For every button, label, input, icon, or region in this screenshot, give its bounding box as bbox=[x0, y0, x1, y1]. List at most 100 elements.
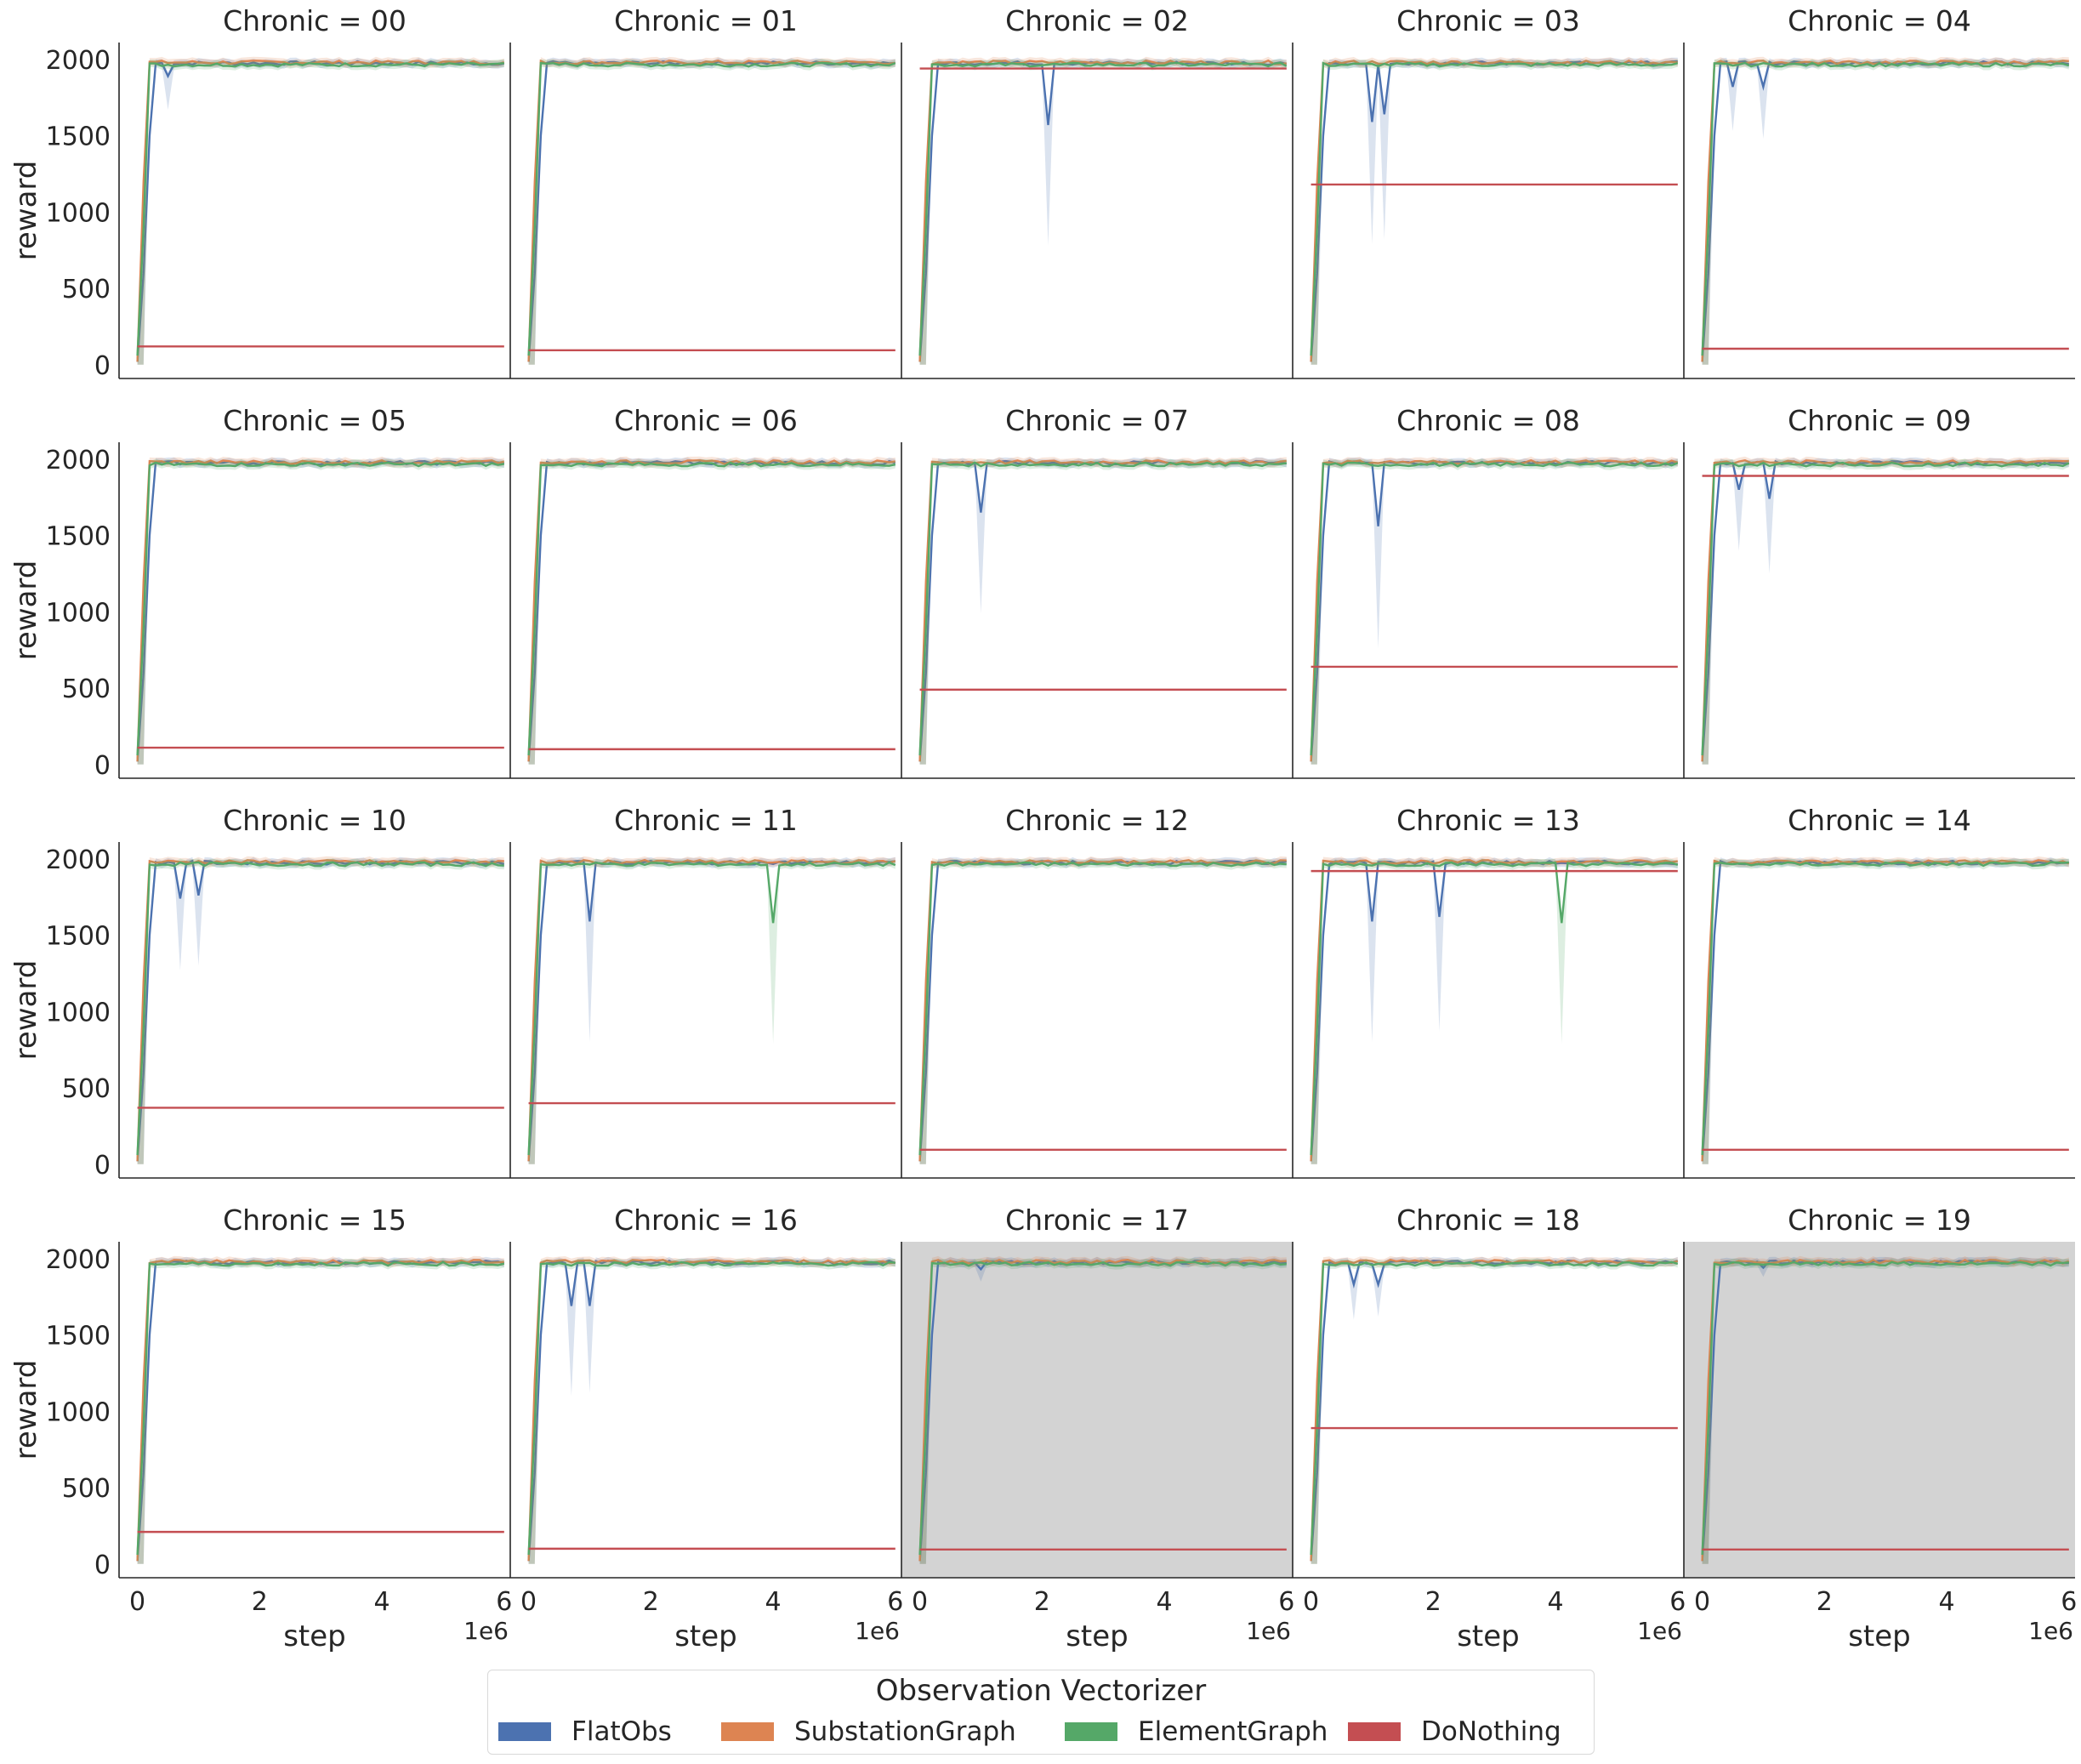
y-tick-label: 0 bbox=[94, 1151, 111, 1181]
band-flatobs bbox=[1702, 856, 2069, 1164]
band-flatobs bbox=[528, 1256, 896, 1564]
facet-highlight-bg bbox=[901, 1242, 1293, 1578]
line-flatobs bbox=[1701, 459, 2069, 762]
x-tick-label: 6 bbox=[2061, 1587, 2077, 1617]
band-flatobs bbox=[137, 57, 504, 365]
band-elementgraph bbox=[137, 458, 504, 765]
facet-chronic-18: Chronic = 18 0 2 4 6 step 1e6 bbox=[1292, 1204, 1686, 1653]
x-axis-label: step bbox=[1848, 1619, 1911, 1653]
y-tick-label: 1000 bbox=[46, 198, 111, 228]
band-elementgraph bbox=[528, 59, 896, 365]
line-elementgraph bbox=[1701, 461, 2070, 756]
band-elementgraph bbox=[1702, 858, 2069, 1164]
legend-label-donothing: DoNothing bbox=[1421, 1716, 1561, 1747]
legend-title: Observation Vectorizer bbox=[875, 1674, 1207, 1708]
x-tick-label: 0 bbox=[520, 1587, 537, 1617]
band-flatobs bbox=[919, 457, 1287, 765]
facet-title: Chronic = 11 bbox=[614, 804, 798, 837]
legend-item-donothing: DoNothing bbox=[1348, 1715, 1561, 1749]
x-tick-label: 2 bbox=[252, 1587, 268, 1617]
facet-title: Chronic = 13 bbox=[1396, 804, 1580, 837]
line-flatobs bbox=[1310, 859, 1678, 1162]
facet-chronic-05: Chronic = 05 0 500 1000 1500 2000 reward bbox=[9, 404, 510, 781]
band-substationgraph bbox=[1311, 456, 1678, 765]
y-tick-label: 500 bbox=[62, 1474, 111, 1504]
line-substationgraph bbox=[527, 858, 896, 1162]
band-substationgraph bbox=[528, 1255, 896, 1564]
facet-chronic-07: Chronic = 07 bbox=[901, 404, 1293, 779]
line-elementgraph bbox=[136, 1260, 505, 1556]
line-flatobs bbox=[1310, 459, 1678, 762]
band-elementgraph bbox=[1702, 59, 2069, 365]
legend-item-flatobs: FlatObs bbox=[498, 1715, 672, 1749]
x-tick-label: 4 bbox=[1548, 1587, 1564, 1617]
line-elementgraph bbox=[136, 861, 504, 1156]
line-flatobs bbox=[527, 459, 896, 762]
y-tick-label: 2000 bbox=[46, 845, 111, 875]
x-axis-label: step bbox=[1066, 1619, 1129, 1653]
facet-chronic-19: Chronic = 19 0 2 4 6 step 1e6 bbox=[1683, 1204, 2077, 1653]
facet-chronic-02: Chronic = 02 bbox=[901, 4, 1293, 379]
band-substationgraph bbox=[1702, 856, 2069, 1164]
x-axis-label: step bbox=[283, 1619, 346, 1653]
facet-title: Chronic = 14 bbox=[1788, 804, 1971, 837]
y-tick-label: 1500 bbox=[46, 122, 111, 152]
line-substationgraph bbox=[1310, 1258, 1679, 1562]
line-flatobs bbox=[136, 1259, 505, 1562]
line-elementgraph bbox=[527, 461, 896, 756]
line-substationgraph bbox=[1701, 60, 2069, 362]
band-flatobs bbox=[919, 856, 1287, 1164]
x-tick-label: 2 bbox=[1034, 1587, 1050, 1617]
band-flatobs bbox=[1311, 1256, 1678, 1564]
legend-swatch-donothing bbox=[1348, 1722, 1401, 1741]
facet-title: Chronic = 15 bbox=[223, 1204, 407, 1237]
band-flatobs bbox=[528, 856, 896, 1164]
line-flatobs bbox=[136, 459, 505, 762]
facet-chronic-13: Chronic = 13 bbox=[1292, 804, 1684, 1179]
facet-title: Chronic = 17 bbox=[1005, 1204, 1189, 1237]
band-substationgraph bbox=[137, 1255, 504, 1564]
facet-title: Chronic = 04 bbox=[1788, 4, 1971, 37]
y-tick-label: 500 bbox=[62, 674, 111, 704]
x-tick-label: 2 bbox=[1817, 1587, 1833, 1617]
facet-chronic-09: Chronic = 09 bbox=[1683, 404, 2075, 779]
facet-chronic-00: Chronic = 00 0 500 1000 1500 2000 reward bbox=[9, 4, 510, 381]
line-elementgraph bbox=[527, 861, 896, 1156]
line-substationgraph bbox=[527, 458, 896, 762]
facet-title: Chronic = 18 bbox=[1396, 1204, 1580, 1237]
legend-label-flatobs: FlatObs bbox=[571, 1716, 672, 1747]
line-elementgraph bbox=[1701, 861, 2069, 1156]
band-flatobs bbox=[137, 1256, 504, 1564]
facet-chronic-08: Chronic = 08 bbox=[1292, 404, 1684, 779]
y-tick-label: 0 bbox=[94, 1551, 111, 1580]
y-tick-label: 1500 bbox=[46, 922, 111, 952]
line-flatobs bbox=[918, 60, 1288, 362]
band-flatobs bbox=[919, 57, 1287, 365]
line-substationgraph bbox=[1310, 458, 1679, 762]
legend-swatch-substationgraph bbox=[721, 1722, 774, 1741]
legend-label-elementgraph: ElementGraph bbox=[1138, 1716, 1328, 1747]
line-flatobs bbox=[527, 1259, 896, 1562]
facet-chronic-12: Chronic = 12 bbox=[901, 804, 1293, 1179]
x-axis-label: step bbox=[1457, 1619, 1520, 1653]
line-flatobs bbox=[1310, 60, 1678, 362]
line-elementgraph bbox=[1701, 61, 2070, 356]
line-flatobs bbox=[136, 859, 505, 1162]
x-offset-label: 1e6 bbox=[1246, 1617, 1291, 1645]
facet-title: Chronic = 16 bbox=[614, 1204, 798, 1237]
line-flatobs bbox=[918, 459, 1288, 762]
facet-title: Chronic = 10 bbox=[223, 804, 407, 837]
band-substationgraph bbox=[137, 856, 504, 1164]
facet-chronic-15: Chronic = 15 0 500 1000 1500 2000 reward 0 2 4 6 st… bbox=[9, 1204, 512, 1653]
x-tick-label: 0 bbox=[912, 1587, 928, 1617]
x-offset-label: 1e6 bbox=[1637, 1617, 1682, 1645]
facet-chronic-14: Chronic = 14 bbox=[1683, 804, 2075, 1179]
band-substationgraph bbox=[919, 56, 1287, 365]
line-elementgraph bbox=[1701, 1260, 2069, 1556]
line-substationgraph bbox=[527, 59, 896, 362]
x-tick-label: 0 bbox=[1303, 1587, 1319, 1617]
band-flatobs bbox=[1702, 57, 2069, 365]
line-substationgraph bbox=[1701, 1258, 2070, 1562]
facet-title: Chronic = 12 bbox=[1005, 804, 1189, 837]
band-elementgraph bbox=[919, 858, 1287, 1164]
